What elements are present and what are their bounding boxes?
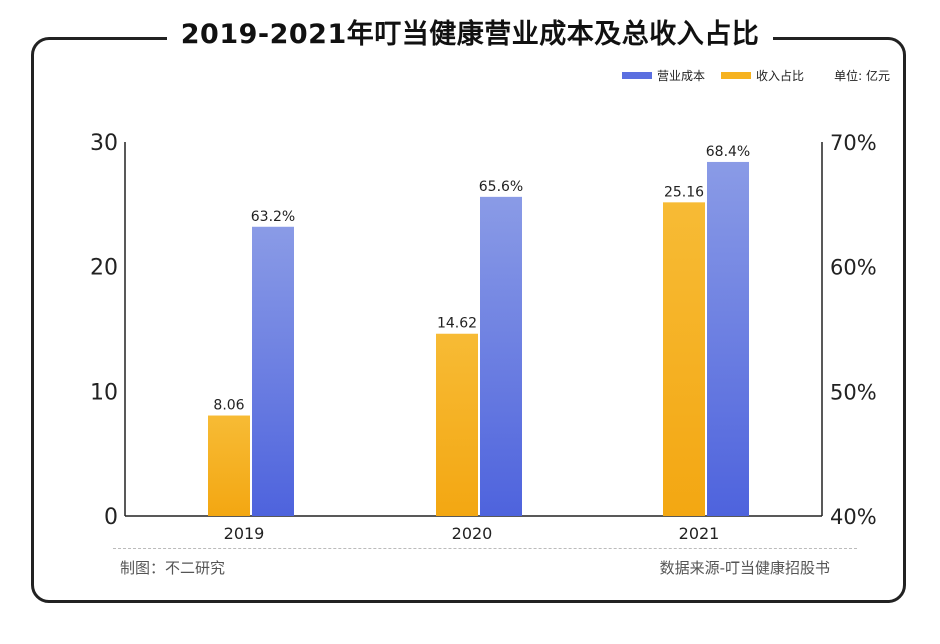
- bar-series1: [436, 333, 478, 516]
- y-right-tick-label: 60%: [830, 256, 877, 280]
- y-right-tick-label: 40%: [830, 505, 877, 529]
- legend: 营业成本 收入占比 单位: 亿元: [622, 68, 890, 83]
- y-left-tick-label: 20: [90, 256, 118, 281]
- data-label-series2: 63.2%: [251, 209, 295, 225]
- bars-layer: [208, 161, 749, 517]
- x-tick-label: 2021: [679, 524, 720, 543]
- x-tick-label: 2019: [224, 524, 265, 543]
- y-left-tick-label: 10: [90, 380, 118, 405]
- data-label-series1: 25.16: [664, 184, 704, 200]
- y-left-tick-label: 0: [104, 505, 118, 530]
- x-tick-label: 2020: [452, 524, 493, 543]
- bar-series1: [208, 415, 250, 516]
- footer-divider: [113, 548, 857, 549]
- y-left-tick-label: 30: [90, 131, 118, 156]
- data-label-series1: 14.62: [437, 316, 477, 332]
- footer-source: 数据来源-叮当健康招股书: [659, 559, 830, 577]
- y-right-tick-label: 70%: [830, 131, 877, 155]
- bar-series2: [707, 161, 749, 517]
- title-wrap: 2019-2021年叮当健康营业成本及总收入占比: [0, 12, 940, 51]
- unit-label: 单位: 亿元: [834, 68, 890, 83]
- legend-label: 营业成本: [657, 69, 705, 83]
- footer-credit: 制图：不二研究: [120, 559, 226, 577]
- bar-series2: [252, 226, 294, 517]
- legend-label: 收入占比: [756, 68, 804, 83]
- data-label-series2: 68.4%: [706, 144, 750, 160]
- bar-series1: [663, 202, 705, 516]
- legend-swatch: [622, 72, 652, 79]
- data-label-series2: 65.6%: [479, 179, 523, 195]
- legend-swatch: [721, 72, 751, 79]
- data-label-series1: 8.06: [213, 398, 244, 414]
- chart-title: 2019-2021年叮当健康营业成本及总收入占比: [166, 12, 774, 51]
- y-right-tick-label: 50%: [830, 380, 877, 404]
- axes-layer: 0 10 20 30 40% 50% 60% 70%: [90, 131, 877, 530]
- bar-series2: [480, 196, 522, 516]
- labels-layer: 8.06 63.2% 2019 14.62 65.6% 2020 25.16 68.4% 202…: [213, 144, 750, 543]
